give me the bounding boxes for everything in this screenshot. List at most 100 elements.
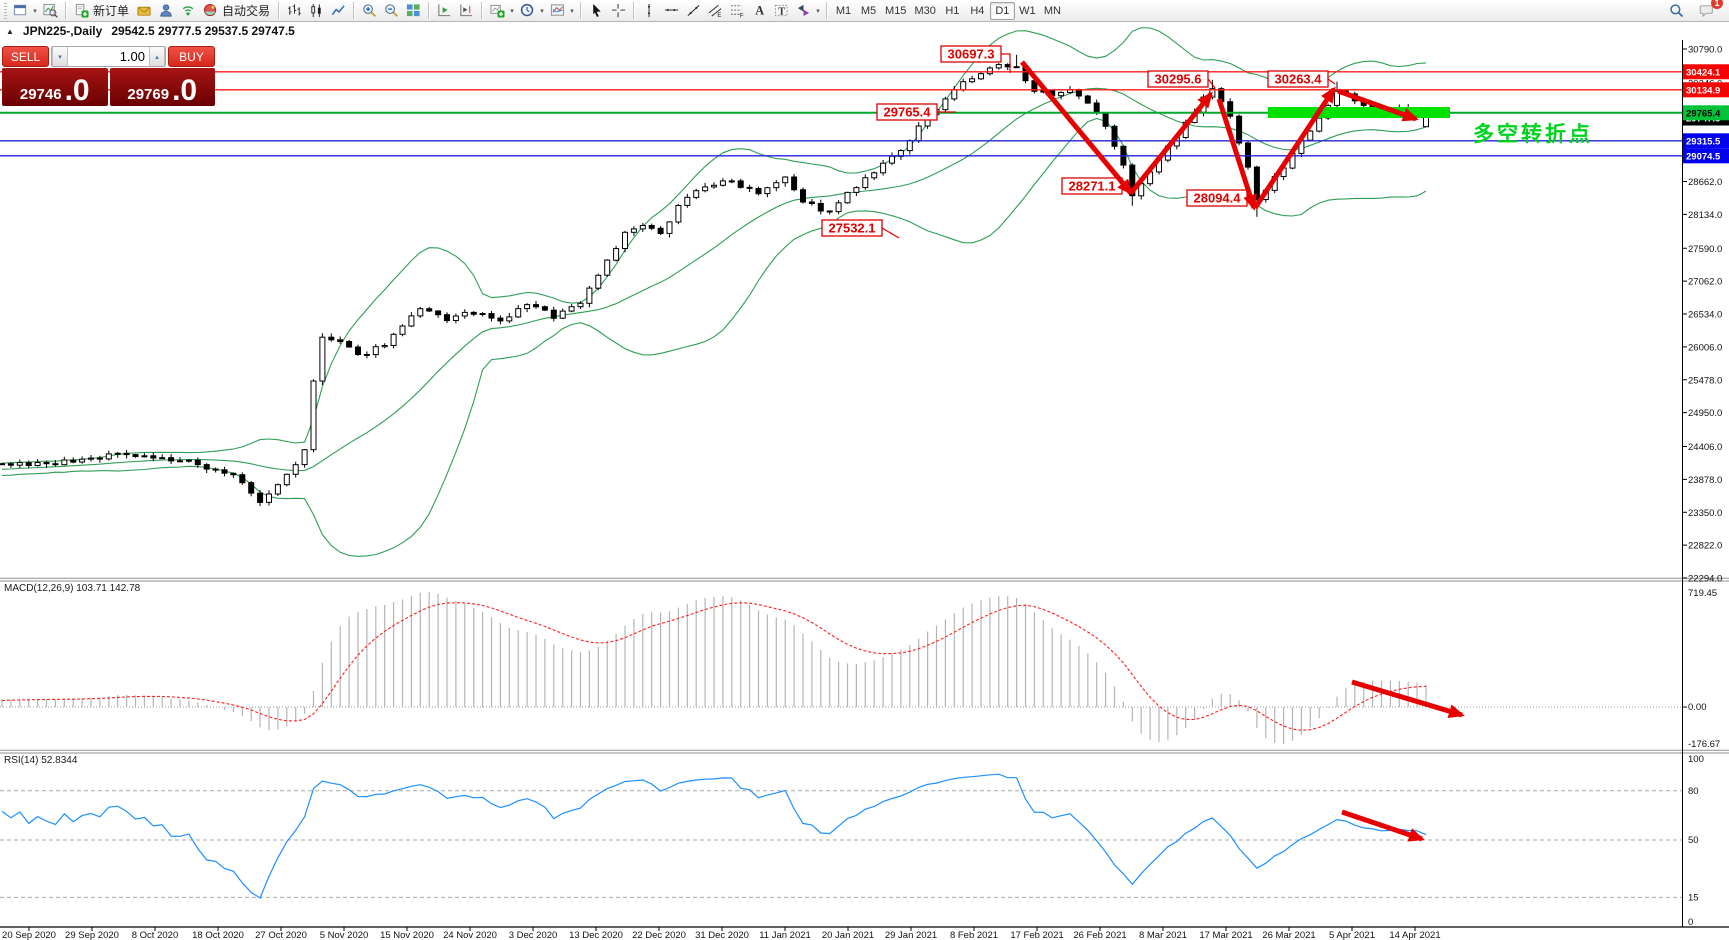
new-order-label[interactable]: 新订单 (93, 4, 130, 18)
macd-scale-min: -176.67 (1688, 739, 1720, 750)
date-label: 8 Oct 2020 (132, 930, 178, 940)
candle-body (1111, 125, 1118, 147)
timeframe-m30-button[interactable]: M30 (910, 2, 939, 20)
trendline-tool[interactable] (682, 1, 704, 21)
volume-decrease-button[interactable]: ▾ (52, 47, 68, 66)
buy-button[interactable]: BUY (168, 46, 215, 67)
price-tick-label: 30790.0 (1688, 45, 1722, 56)
toolbar-separator (65, 2, 66, 19)
one-click-trading-panel: SELL ▾ ▴ BUY 29746 .0 29769 .0 (2, 46, 215, 106)
candle-body (230, 472, 237, 476)
rsi-scale-label: 80 (1688, 786, 1699, 797)
buy-price-int: 29769 (127, 86, 170, 103)
line-chart-mode-button[interactable] (327, 1, 349, 21)
candle-body (915, 125, 922, 141)
candlestick-mode-button[interactable] (305, 1, 327, 21)
candle-body (951, 89, 958, 100)
candle-body (995, 64, 1002, 69)
candle-body (25, 462, 32, 467)
chart-profile-button[interactable] (39, 1, 61, 21)
candle-body (773, 182, 780, 189)
bollinger-upper-band (1, 27, 1427, 464)
signals-icon[interactable] (177, 1, 199, 21)
price-tick-label: 27590.0 (1688, 244, 1722, 255)
mailbox-icon[interactable] (133, 1, 155, 21)
annotation-tail (1207, 78, 1216, 89)
date-label: 29 Jan 2021 (885, 930, 937, 940)
period-dropdown-icon[interactable]: ▾ (540, 7, 544, 15)
search-icon[interactable] (1665, 1, 1687, 21)
volume-increase-button[interactable]: ▴ (149, 47, 165, 66)
trend-arrow (1020, 60, 1133, 196)
zoom-in-button[interactable] (358, 1, 380, 21)
new-order-icon[interactable] (70, 1, 92, 21)
cursor-tool-button[interactable] (585, 1, 607, 21)
annotation-box (876, 103, 938, 121)
level-price-label-text: 29074.5 (1686, 151, 1721, 162)
candle-body (568, 306, 575, 312)
timeframe-m1-button[interactable]: M1 (831, 2, 856, 20)
candle-body (728, 180, 735, 183)
template-button[interactable] (546, 1, 568, 21)
notifications-icon[interactable]: 1 (1695, 0, 1723, 21)
candle-body (328, 336, 335, 341)
crosshair-tool-button[interactable] (607, 1, 629, 21)
tile-windows-button[interactable] (402, 1, 424, 21)
zoom-out-button[interactable] (380, 1, 402, 21)
chart-shift-button[interactable] (455, 1, 477, 21)
add-indicator-button[interactable] (486, 1, 508, 21)
level-price-label (1683, 148, 1729, 164)
price-annotation: 27532.1 (821, 219, 900, 239)
trend-arrow (1129, 91, 1213, 195)
candle-body (426, 308, 433, 312)
candle-body (319, 336, 326, 382)
candle-body (782, 176, 789, 184)
toolbar-separator (278, 2, 280, 19)
timeframe-h4-button[interactable]: H4 (965, 2, 990, 20)
template-dropdown-icon[interactable]: ▾ (570, 7, 574, 15)
horizontal-line-tool[interactable] (660, 1, 682, 21)
arrow-objects-dropdown-icon[interactable]: ▾ (816, 7, 820, 15)
annotation-text: 30697.3 (948, 47, 995, 62)
chart-ohlc-values: 29542.5 29777.5 29537.5 29747.5 (111, 24, 295, 38)
bar-chart-mode-button[interactable] (283, 1, 305, 21)
level-price-label-text: 29315.5 (1686, 136, 1721, 147)
sell-price[interactable]: 29746 .0 (2, 68, 108, 106)
period-clock-button[interactable] (516, 1, 538, 21)
timeframe-m15-button[interactable]: M15 (881, 2, 910, 20)
annotation-box (1267, 70, 1329, 88)
timeframe-w1-button[interactable]: W1 (1015, 2, 1040, 20)
price-tick-label: 23878.0 (1688, 475, 1722, 486)
candle-body (159, 457, 166, 460)
arrow-objects-tool[interactable] (792, 1, 814, 21)
fibonacci-tool[interactable]: F (726, 1, 748, 21)
text-tool[interactable]: A (748, 1, 770, 21)
vertical-line-tool[interactable] (638, 1, 660, 21)
rsi-value: 52.8344 (41, 755, 78, 766)
buy-price[interactable]: 29769 .0 (109, 68, 215, 106)
date-label: 18 Oct 2020 (192, 930, 244, 940)
timeframe-mn-button[interactable]: MN (1040, 2, 1065, 20)
timeframe-m5-button[interactable]: M5 (856, 2, 881, 20)
autotrading-label[interactable]: 自动交易 (222, 4, 271, 18)
chart-window-dropdown-icon[interactable]: ▾ (33, 7, 37, 15)
timeframe-d1-button[interactable]: D1 (989, 1, 1015, 20)
candle-body (835, 202, 842, 213)
add-indicator-dropdown-icon[interactable]: ▾ (510, 7, 514, 15)
price-tick-label: 24950.0 (1688, 408, 1722, 419)
text-label-tool[interactable]: T (770, 1, 792, 21)
annotation-text: 28094.4 (1194, 191, 1242, 206)
autotrading-icon[interactable] (199, 1, 221, 21)
price-annotation: 30263.4 (1267, 70, 1336, 88)
candle-body (746, 186, 753, 189)
community-profile-icon[interactable] (155, 1, 177, 21)
sell-button[interactable]: SELL (2, 46, 49, 67)
auto-scroll-button[interactable] (433, 1, 455, 21)
new-chart-window-button[interactable] (9, 1, 31, 21)
collapse-panel-icon[interactable]: ▲ (6, 26, 14, 36)
equidistant-channel-tool[interactable]: E (704, 1, 726, 21)
trend-arrow (1337, 88, 1419, 122)
timeframe-h1-button[interactable]: H1 (940, 2, 965, 20)
volume-input[interactable] (68, 47, 149, 66)
